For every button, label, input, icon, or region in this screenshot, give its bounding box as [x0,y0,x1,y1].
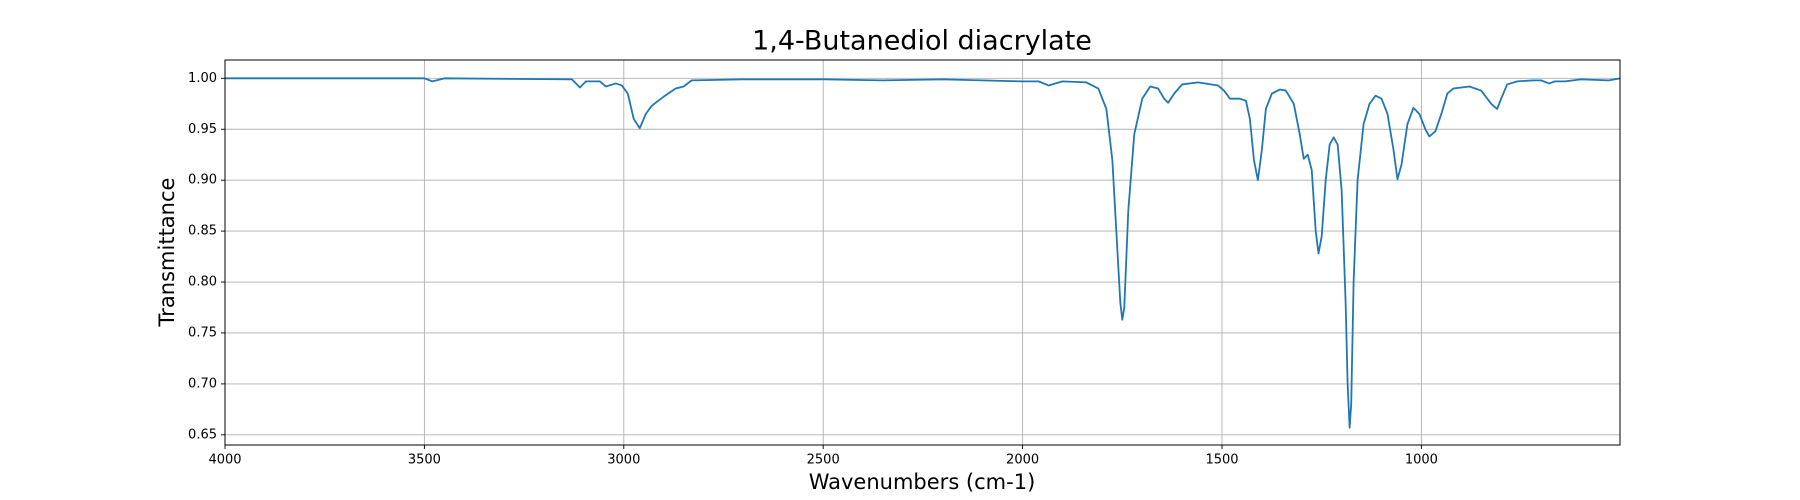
x-tick-label: 2500 [807,453,840,468]
y-tick-label: 0.75 [188,325,217,340]
y-axis-label: Transmittance [155,178,179,328]
x-tick-label: 4000 [208,453,241,468]
y-tick-label: 0.65 [188,427,217,442]
x-tick-label: 1500 [1205,453,1238,468]
y-tick-label: 0.85 [188,224,217,239]
y-tick-label: 1.00 [188,71,217,86]
plot-area: 0.65 0.70 0.75 0.80 0.85 0.90 0.95 1.00 4000 3500… [188,59,1621,468]
x-tick-label: 3000 [607,453,640,468]
x-tick-label: 2000 [1006,453,1039,468]
spectrum-line [225,77,1621,429]
x-axis-label: Wavenumbers (cm-1) [809,470,1036,494]
y-tick-label: 0.70 [188,376,217,391]
y-tick-label: 0.90 [188,173,217,188]
y-tick-label: 0.80 [188,275,217,290]
x-tick-label: 3500 [408,453,441,468]
y-tick-label: 0.95 [188,122,217,137]
chart-title: 1,4-Butanediol diacrylate [752,26,1092,57]
plot-frame [224,59,1621,446]
x-tick-label: 1000 [1405,453,1438,468]
